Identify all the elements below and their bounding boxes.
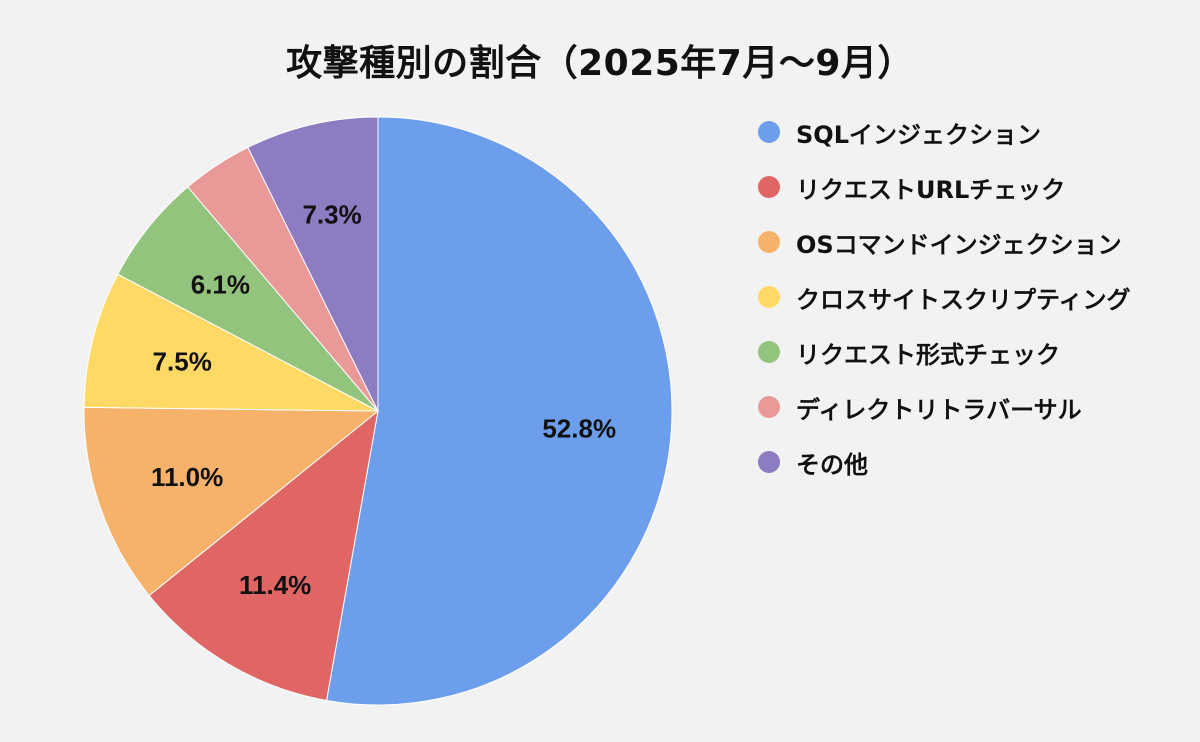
legend-swatch-icon: [758, 231, 780, 253]
legend-swatch-icon: [758, 341, 780, 363]
data-label-7: 7.3%: [302, 199, 361, 229]
legend-item-6: ディレクトリトラバーサル: [758, 387, 1131, 427]
pie-slice-2: [148, 409, 379, 702]
legend-item-5: リクエスト形式チェック: [758, 332, 1131, 372]
legend-item-4: クロスサイトスクリプティング: [758, 277, 1131, 317]
pie-slice-1: [325, 116, 673, 706]
pie-slice-7: [247, 116, 379, 412]
legend-label: リクエスト形式チェック: [796, 340, 1060, 369]
data-label-2: 11.4%: [239, 570, 311, 600]
pie-slices: [83, 116, 673, 706]
legend-swatch-icon: [758, 451, 780, 473]
legend-swatch-icon: [758, 396, 780, 418]
data-label-3: 11.0%: [151, 462, 223, 492]
legend-item-3: OSコマンドインジェクション: [758, 222, 1131, 262]
data-label-1: 52.8%: [542, 414, 616, 444]
legend-item-2: リクエストURLチェック: [758, 167, 1131, 207]
data-label-4: 7.5%: [153, 346, 212, 376]
legend-label: その他: [796, 450, 868, 479]
chart-title: 攻撃種別の割合（2025年7月～9月）: [286, 43, 914, 84]
legend-swatch-icon: [758, 121, 780, 143]
pie-slice-3: [83, 406, 380, 597]
legend-swatch-icon: [758, 286, 780, 308]
legend-item-1: SQLインジェクション: [758, 112, 1131, 152]
legend-label: SQLインジェクション: [796, 120, 1041, 149]
legend-label: OSコマンドインジェクション: [796, 230, 1122, 259]
legend: SQLインジェクション リクエストURLチェック OSコマンドインジェクション クロス…: [758, 112, 1131, 497]
legend-label: ディレクトリトラバーサル: [796, 395, 1082, 424]
pie-data-labels: 52.8% 11.4% 11.0% 7.5% 6.1% 7.3%: [151, 199, 616, 600]
legend-item-7: その他: [758, 442, 1131, 482]
legend-swatch-icon: [758, 176, 780, 198]
data-label-5: 6.1%: [191, 270, 250, 300]
pie-slice-4: [83, 273, 379, 412]
legend-label: リクエストURLチェック: [796, 175, 1066, 204]
legend-label: クロスサイトスクリプティング: [796, 285, 1131, 314]
